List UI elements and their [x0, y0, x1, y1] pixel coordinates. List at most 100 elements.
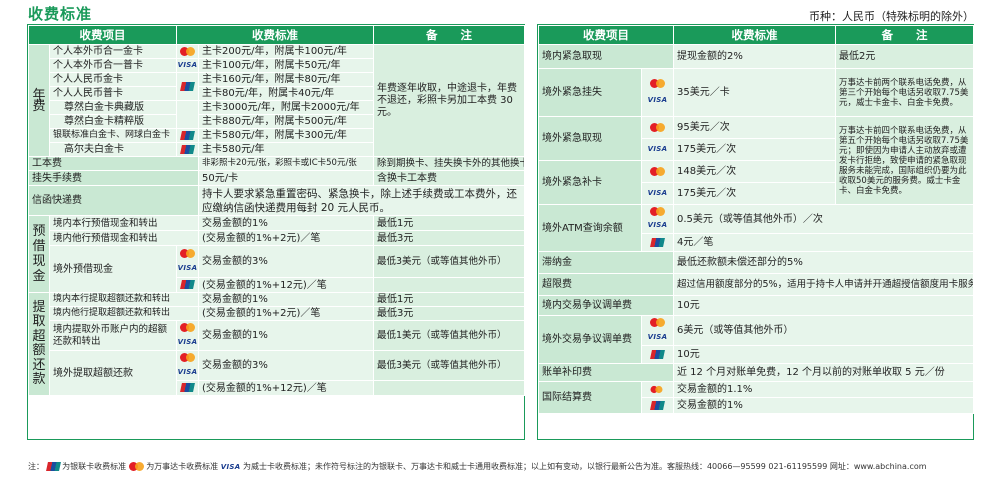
mastercard-icon: [641, 160, 674, 183]
header-standard: 收费标准: [673, 25, 836, 45]
express-fee-std: 持卡人要求紧急重置密码、紧急换卡，除上述手续费或工本费外，还应缴纳信函快递费用每…: [198, 185, 525, 216]
emerg-loss-abroad-note: 万事达卡前两个联系电话免费，从第三个开始每个电话另收取7.75美元，威士卡金卡、…: [835, 68, 974, 117]
atm-query-std2: 4元／笔: [673, 233, 974, 252]
overpay-row-item: 境外提取超额还款: [49, 350, 177, 396]
dispute-abroad-item: 境外交易争议调单费: [538, 315, 642, 364]
cash-row-note: 最低1元: [373, 215, 525, 231]
header-item: 收费项目: [28, 25, 177, 45]
emerg-cash-abroad-std1: 95美元／次: [673, 116, 836, 139]
cash-advance-label: 预借现金: [28, 215, 50, 293]
cash-row-item: 境外预借现金: [49, 245, 177, 293]
dispute-abroad-std2: 10元: [673, 345, 974, 364]
overpay-row-std: 交易金额的1%: [198, 320, 374, 351]
overpay-row-item: 境内他行提取超额还款和转出: [49, 306, 199, 321]
overpay-row-std: (交易金额的1%+2元)／笔: [198, 306, 374, 321]
annual-row-item: 银联标准白金卡、网球白金卡: [49, 128, 177, 143]
overpay-row-item: 境内提取外币账户内的超额还款和转出: [49, 320, 177, 351]
header-item: 收费项目: [538, 25, 674, 45]
overlimit-std: 超过信用额度部分的5%，适用于持卡人申请并开通超授信额度用卡服务: [673, 273, 974, 296]
visa-icon: VISA: [220, 462, 241, 471]
cash-row-std: (交易金额的1%+12元)／笔: [198, 277, 374, 293]
annual-row-item: 高尔夫白金卡: [49, 142, 177, 157]
settlement-item: 国际结算费: [538, 381, 642, 414]
annual-row-std: 主卡160元/年，附属卡80元/年: [198, 72, 374, 87]
unionpay-icon: [176, 277, 199, 293]
emerg-repl-abroad-item: 境外紧急补卡: [538, 160, 642, 205]
settlement-std2: 交易金额的1%: [673, 397, 974, 414]
express-fee-item: 信函快递费: [28, 185, 199, 216]
atm-query-item: 境外ATM查询余额: [538, 204, 642, 252]
visa-icon: VISA: [176, 58, 199, 73]
annual-row-item: 个人本外币合一金卡: [49, 44, 177, 59]
atm-query-std1: 0.5美元（或等值其他外币）／次: [673, 204, 974, 234]
page-title: 收费标准: [28, 5, 93, 23]
emerg-cash-dom-std: 提现金额的2%: [673, 44, 836, 69]
mastercard-visa-icon: VISA: [641, 315, 674, 346]
dispute-dom-std: 10元: [673, 295, 974, 316]
emerg-repl-abroad-std1: 148美元／次: [673, 160, 836, 183]
annual-fee-label: 年费: [28, 44, 50, 157]
card-fee-item: 工本费: [28, 156, 199, 171]
statement-item: 账单补印费: [538, 363, 674, 382]
mastercard-icon: [128, 462, 144, 471]
footer-visa: 为威士卡收费标准；未作符号标注的为银联卡、万事达卡和威士卡通用收费标准；以上如有…: [242, 462, 927, 471]
overpay-row-std: 交易金额的1%: [198, 292, 374, 307]
emerg-service-note: 万事达卡前四个联系电话免费，从第五个开始每个电话另收取7.75美元；即使因为申请…: [835, 116, 974, 205]
unionpay-icon: [641, 397, 674, 414]
annual-row-std: 主卡200元/年，附属卡100元/年: [198, 44, 374, 59]
dispute-abroad-std1: 6美元（或等值其他外币）: [673, 315, 974, 346]
emerg-repl-abroad-std2: 175美元／次: [673, 182, 836, 205]
unionpay-icon: [176, 128, 199, 143]
mastercard-visa-icon: VISA: [641, 68, 674, 117]
overpay-row-std: 交易金额的3%: [198, 350, 374, 381]
overpay-row-note: 最低1美元（或等值其他外币）: [373, 320, 525, 351]
cash-row-item: 境内他行预借现金和转出: [49, 230, 199, 246]
right-table-frame: [537, 24, 974, 440]
overpay-row-note: 最低1元: [373, 292, 525, 307]
overpay-row-std: (交易金额的1%+12元)／笔: [198, 380, 374, 396]
overpay-label: 提取超额还款: [28, 292, 50, 396]
annual-row-item: 个人本外币合一普卡: [49, 58, 177, 73]
annual-row-std: 主卡880元/年，附属卡500元/年: [198, 114, 374, 129]
late-fee-item: 滞纳金: [538, 251, 674, 274]
footer-note: 注： 为银联卡收费标准 为万事达卡收费标准 VISA 为威士卡收费标准；未作符号…: [28, 461, 927, 472]
loss-fee-item: 挂失手续费: [28, 170, 199, 186]
overpay-row-note: 最低3美元（或等值其他外币）: [373, 350, 525, 381]
annual-row-std: 主卡580元/年，附属卡300元/年: [198, 128, 374, 143]
emerg-loss-abroad-item: 境外紧急挂失: [538, 68, 642, 117]
overpay-row-item: 境内本行提取超额还款和转出: [49, 292, 199, 307]
left-fee-table: 收费项目 收费标准 备 注 年费 个人本外币合一金卡 主卡200元/年，附属卡1…: [28, 25, 525, 396]
unionpay-icon: [176, 142, 199, 157]
cash-row-std: (交易金额的1%+2元)／笔: [198, 230, 374, 246]
unionpay-icon: [176, 380, 199, 396]
unionpay-icon: [641, 345, 674, 364]
header-standard: 收费标准: [176, 25, 374, 45]
loss-fee-std: 50元/卡: [198, 170, 374, 186]
emerg-cash-dom-note: 最低2元: [835, 44, 974, 69]
settlement-std1: 交易金额的1.1%: [673, 381, 974, 398]
annual-row-std: 主卡100元/年，附属卡50元/年: [198, 58, 374, 73]
emerg-cash-abroad-item: 境外紧急取现: [538, 116, 642, 161]
overpay-row-note: 最低3元: [373, 306, 525, 321]
mastercard-visa-icon: VISA: [641, 204, 674, 234]
unionpay-icon: [45, 462, 61, 471]
footer-unionpay: 为银联卡收费标准: [62, 462, 127, 471]
cash-row-note: 最低3美元（或等值其他外币）: [373, 245, 525, 278]
header-notes: 备 注: [373, 25, 525, 45]
annual-row-std: 主卡80元/年，附属卡40元/年: [198, 86, 374, 101]
annual-row-item: 个人人民币普卡: [49, 86, 177, 101]
visa-icon: VISA: [641, 182, 674, 205]
annual-fee-note: 年费逐年收取，中途退卡，年费不退还，彩照卡另加工本费 30 元。: [373, 44, 525, 157]
annual-row-item: 个人人民币金卡: [49, 72, 177, 87]
unionpay-icon: [176, 72, 199, 101]
header-notes: 备 注: [835, 25, 974, 45]
emerg-cash-abroad-std2: 175美元／次: [673, 138, 836, 161]
left-table-frame: [27, 24, 525, 440]
overlimit-item: 超限费: [538, 273, 674, 296]
visa-icon: VISA: [641, 138, 674, 161]
annual-row-item: 尊然白金卡精粹版: [49, 114, 177, 129]
right-fee-table: 收费项目 收费标准 备 注 境内紧急取现 提现金额的2% 最低2元 境外紧急挂失…: [538, 25, 974, 414]
annual-row-std: 主卡3000元/年，附属卡2000元/年: [198, 100, 374, 115]
mastercard-icon: [641, 116, 674, 139]
mastercard-visa-icon: VISA: [176, 350, 199, 381]
